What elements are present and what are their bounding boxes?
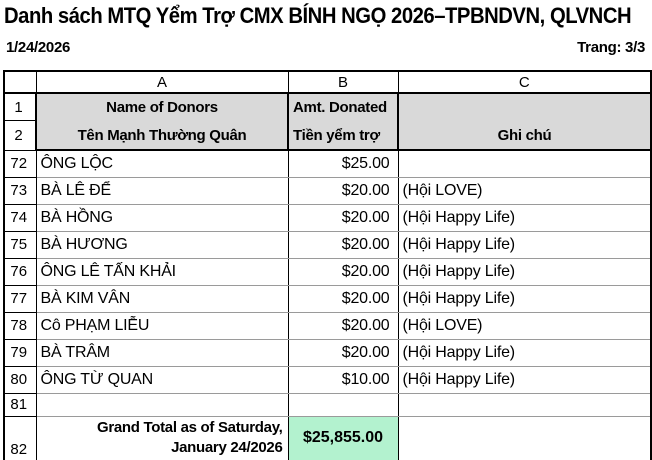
row-number-cell: 81 <box>3 392 37 417</box>
amount-cell <box>287 392 399 417</box>
donor-name-cell: ÔNG TỪ QUAN <box>35 365 289 394</box>
header-donors-en: Name of Donors <box>106 99 218 116</box>
header-amount-cell: Amt. Donated Tiền yểm trợ <box>287 92 399 151</box>
donor-name-cell: BÀ LÊ ĐỂ <box>35 176 289 205</box>
grand-total-label: Grand Total as of Saturday, January 24/2… <box>35 415 289 460</box>
donor-table: A B C 1 Name of Donors Tên Mạnh Thường Q… <box>3 70 652 460</box>
row-number-cell: 77 <box>3 284 37 313</box>
header-donors-cell: Name of Donors Tên Mạnh Thường Quân <box>35 92 289 151</box>
empty-row: 81 <box>3 392 652 417</box>
note-cell: (Hội Happy Life) <box>397 203 652 232</box>
amount-cell: $20.00 <box>287 230 399 259</box>
corner-cell <box>3 70 37 94</box>
header-row-1: 1 Name of Donors Tên Mạnh Thường Quân Am… <box>3 92 652 151</box>
row-number-cell: 72 <box>3 149 37 178</box>
row-number-cell: 2 <box>3 120 37 151</box>
meta-row: 1/24/2026 Trang: 3/3 <box>6 39 645 56</box>
row-number-cell: 82 <box>3 415 37 460</box>
row-number-cell: 78 <box>3 311 37 340</box>
header-row-2: 2 <box>3 120 651 151</box>
amount-cell: $20.00 <box>287 176 399 205</box>
page-number-label: Trang: 3/3 <box>577 39 645 56</box>
table-row: 79 BÀ TRÂM $20.00 (Hội Happy Life) <box>3 338 652 367</box>
column-letter-c: C <box>397 70 652 94</box>
row-number-cell: 73 <box>3 176 37 205</box>
row-number-cell: 76 <box>3 257 37 286</box>
donor-name-cell: ÔNG LÊ TẤN KHẢI <box>35 257 289 286</box>
note-cell: (Hội Happy Life) <box>397 338 652 367</box>
row-number-cell: 80 <box>3 365 37 394</box>
note-cell: (Hội Happy Life) <box>397 230 652 259</box>
donor-name-cell: BÀ TRÂM <box>35 338 289 367</box>
table-row: 77 BÀ KIM VÂN $20.00 (Hội Happy Life) <box>3 284 652 313</box>
amount-cell: $20.00 <box>287 311 399 340</box>
note-cell <box>397 415 652 460</box>
table-row: 74 BÀ HỒNG $20.00 (Hội Happy Life) <box>3 203 652 232</box>
donor-name-cell: BÀ HỒNG <box>35 203 289 232</box>
note-cell: (Hội LOVE) <box>397 311 652 340</box>
table-row: 72 ÔNG LỘC $25.00 <box>3 149 652 178</box>
donor-name-cell: ÔNG LỘC <box>35 149 289 178</box>
date-label: 1/24/2026 <box>6 39 71 56</box>
donor-name-cell: BÀ KIM VÂN <box>35 284 289 313</box>
column-letter-b: B <box>287 70 399 94</box>
row-number-cell: 75 <box>3 230 37 259</box>
table-row: 75 BÀ HƯƠNG $20.00 (Hội Happy Life) <box>3 230 652 259</box>
header-donors-vi: Tên Mạnh Thường Quân <box>77 126 247 144</box>
note-cell <box>397 149 652 178</box>
grand-total-label-line1: Grand Total as of Saturday, <box>96 419 283 437</box>
note-cell: (Hội Happy Life) <box>397 257 652 286</box>
column-letter-row: A B C <box>3 70 652 94</box>
donor-name-cell: BÀ HƯƠNG <box>35 230 289 259</box>
amount-cell: $25.00 <box>287 149 399 178</box>
amount-cell: $20.00 <box>287 338 399 367</box>
note-cell: (Hội Happy Life) <box>397 365 652 394</box>
grand-total-amount: $25,855.00 <box>287 415 399 460</box>
amount-cell: $20.00 <box>287 203 399 232</box>
grand-total-row: 82 Grand Total as of Saturday, January 2… <box>3 415 652 460</box>
row-number-cell: 79 <box>3 338 37 367</box>
grand-total-label-line2: January 24/2026 <box>171 439 283 457</box>
note-cell: (Hội LOVE) <box>397 176 652 205</box>
header-note-cell: Ghi chú <box>397 92 652 151</box>
table-row: 76 ÔNG LÊ TẤN KHẢI $20.00 (Hội Happy Lif… <box>3 257 652 286</box>
amount-cell: $20.00 <box>287 257 399 286</box>
note-cell: (Hội Happy Life) <box>397 284 652 313</box>
note-cell <box>397 392 652 417</box>
donor-name-cell <box>35 392 289 417</box>
header-note-label: Ghi chú <box>497 126 552 144</box>
table-row: 80 ÔNG TỪ QUAN $10.00 (Hội Happy Life) <box>3 365 652 394</box>
table-row: 73 BÀ LÊ ĐỂ $20.00 (Hội LOVE) <box>3 176 652 205</box>
page-title: Danh sách MTQ Yểm Trợ CMX BÍNH NGỌ 2026–… <box>4 3 632 28</box>
amount-cell: $20.00 <box>287 284 399 313</box>
donor-name-cell: Cô PHẠM LIỄU <box>35 311 289 340</box>
row-number-cell: 74 <box>3 203 37 232</box>
column-letter-a: A <box>35 70 289 94</box>
table-row: 78 Cô PHẠM LIỄU $20.00 (Hội LOVE) <box>3 311 652 340</box>
header-amount-vi: Tiền yểm trợ <box>293 126 380 144</box>
amount-cell: $10.00 <box>287 365 399 394</box>
header-amount-en: Amt. Donated <box>293 99 387 116</box>
row-number-cell: 1 <box>3 92 37 122</box>
